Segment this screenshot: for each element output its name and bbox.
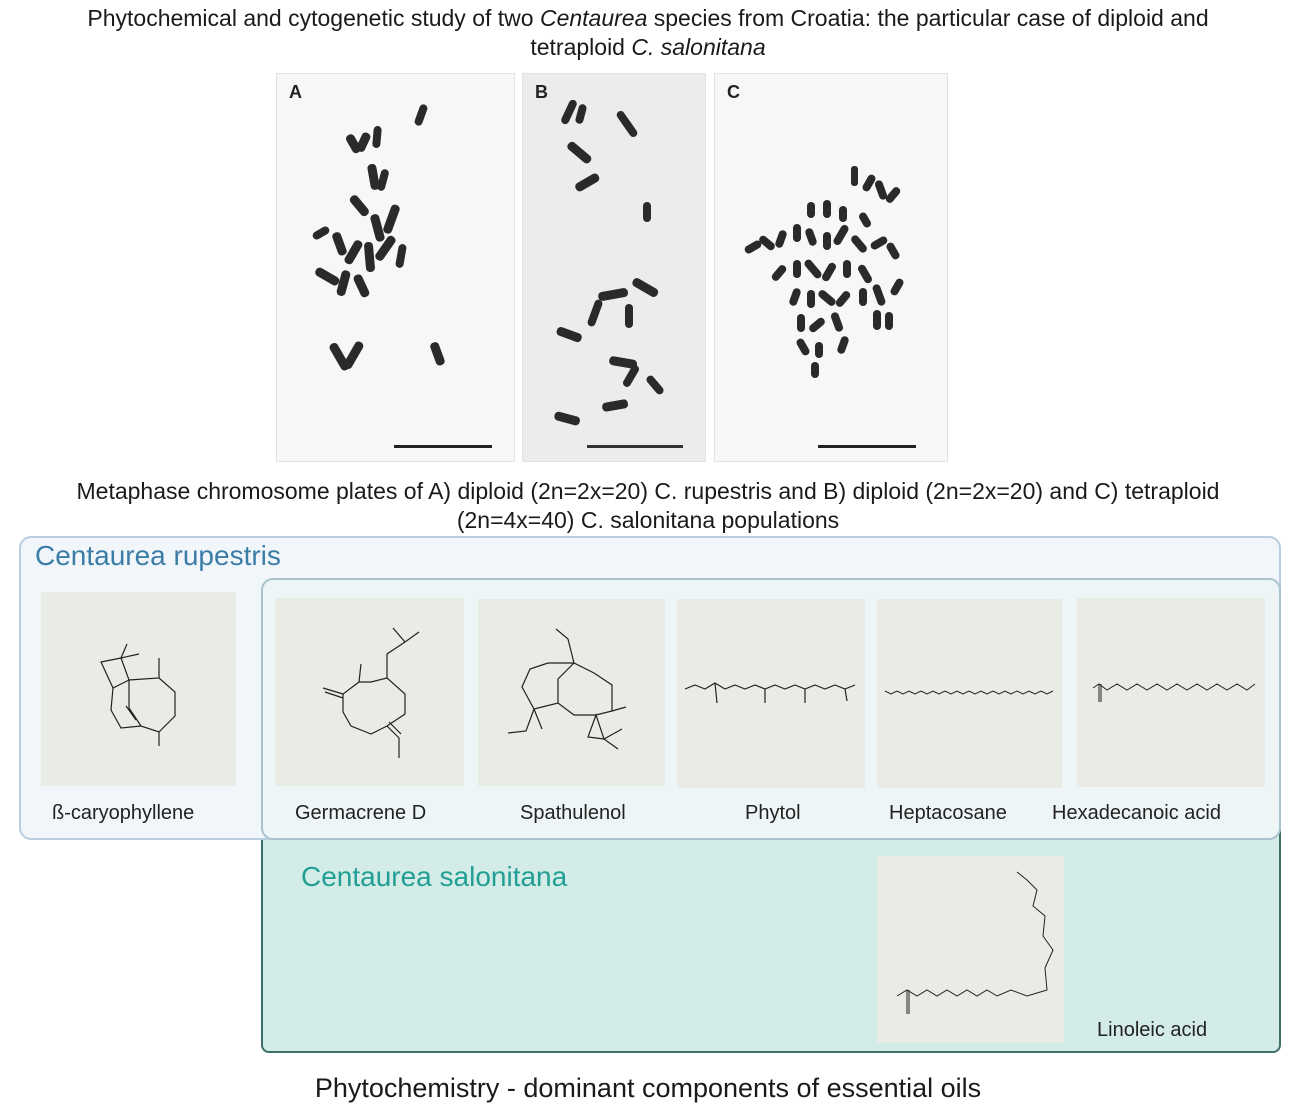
figure-title: Phytochemical and cytogenetic study of t… <box>0 4 1296 62</box>
footer-caption: Phytochemistry - dominant components of … <box>314 1073 982 1103</box>
linoleic-structure <box>877 856 1064 1043</box>
heptacosane-structure <box>877 599 1062 788</box>
title-line-2: tetraploid C. salonitana <box>530 34 766 60</box>
spathulenol-structure <box>478 599 665 786</box>
caption-line-2: (2n=4x=40) C. salonitana populations <box>456 507 840 533</box>
spathulenol-name: Spathulenol <box>520 802 626 824</box>
plate-a-label: A <box>289 82 302 102</box>
germacrene-drawing <box>322 627 420 758</box>
plate-c-chromosomes <box>744 166 904 378</box>
salonitana-label: Centaurea salonitana <box>301 861 568 892</box>
plate-a-chromosomes <box>312 104 445 371</box>
caryophyllene-name: ß-caryophyllene <box>52 802 195 824</box>
chromosome-caption: Metaphase chromosome plates of A) diploi… <box>0 477 1296 535</box>
scale-bar-b <box>587 445 683 448</box>
linoleic-name: Linoleic acid <box>1097 1019 1208 1041</box>
plate-b-chromosomes <box>554 99 664 426</box>
germacrene-name: Germacrene D <box>295 802 427 824</box>
scale-bar-a <box>394 445 492 448</box>
hexadecanoic-name: Hexadecanoic acid <box>1052 802 1221 824</box>
phytol-name: Phytol <box>745 802 801 824</box>
phytol-structure <box>677 599 865 788</box>
caption-line-1: Metaphase chromosome plates of A) diploi… <box>76 478 1220 504</box>
phytol-drawing <box>684 682 856 704</box>
scale-bar-c <box>818 445 916 448</box>
hexadecanoic-drawing <box>1092 683 1256 702</box>
heptacosane-name: Heptacosane <box>889 802 1007 824</box>
spathulenol-drawing <box>507 628 627 750</box>
rupestris-label: Centaurea rupestris <box>35 540 281 571</box>
hexadecanoic-structure <box>1077 598 1265 787</box>
heptacosane-drawing <box>884 690 1054 695</box>
plate-c: C <box>714 73 948 462</box>
plate-b: B <box>522 73 706 462</box>
caryophyllene-structure <box>41 592 236 786</box>
plate-c-label: C <box>727 82 740 102</box>
plate-b-label: B <box>535 82 548 102</box>
title-line-1: Phytochemical and cytogenetic study of t… <box>87 5 1209 31</box>
germacrene-structure <box>275 598 464 786</box>
caryophyllene-drawing <box>100 643 176 746</box>
linoleic-drawing <box>896 871 1054 1014</box>
plate-a: A <box>276 73 515 462</box>
